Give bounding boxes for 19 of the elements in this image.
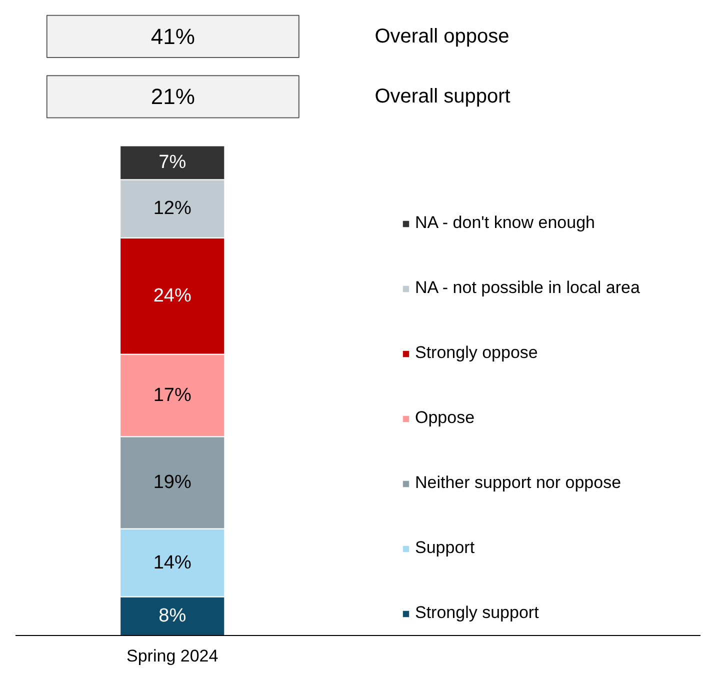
data-label: 19% bbox=[153, 472, 192, 494]
data-label: 14% bbox=[153, 552, 192, 574]
text: Overall oppose bbox=[374, 25, 510, 48]
text: 21% bbox=[150, 84, 195, 110]
data-label: 24% bbox=[153, 286, 192, 307]
x-tick-label: Spring 2024 bbox=[126, 646, 218, 666]
legend-label: NA - don't know enough bbox=[415, 213, 595, 233]
legend-label: Strongly oppose bbox=[415, 343, 538, 363]
data-label: 8% bbox=[158, 606, 186, 627]
text: Overall support bbox=[374, 86, 511, 108]
legend-label: Strongly support bbox=[415, 603, 539, 623]
legend-label: NA - not possible in local area bbox=[415, 278, 640, 298]
text: 41% bbox=[150, 24, 195, 49]
legend-label: Support bbox=[415, 538, 475, 558]
data-label: 12% bbox=[153, 198, 192, 220]
legend-label: Neither support nor oppose bbox=[415, 473, 622, 493]
legend-label: Oppose bbox=[415, 408, 475, 428]
data-label: 17% bbox=[153, 384, 192, 406]
data-label: 7% bbox=[158, 152, 186, 174]
